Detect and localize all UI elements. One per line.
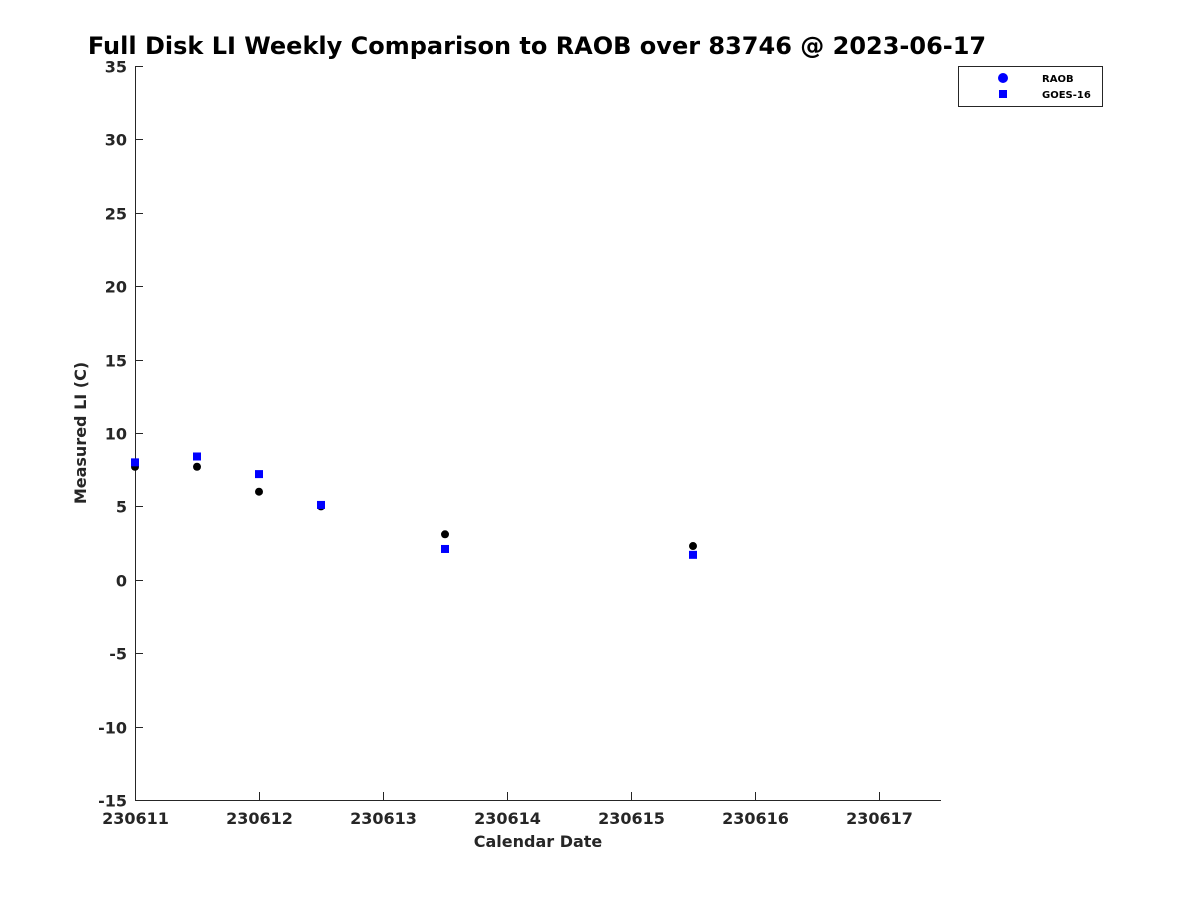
y-tick-label: -5 — [109, 645, 127, 664]
goes-16-point — [131, 458, 139, 467]
x-tick-label: 230611 — [102, 809, 169, 828]
x-tick-label: 230612 — [226, 809, 293, 828]
y-tick-label: 20 — [105, 278, 127, 297]
legend-label-raob: RAOB — [1042, 74, 1074, 85]
y-tick-label: 10 — [105, 425, 127, 444]
y-tick-label: 25 — [105, 205, 127, 224]
raob-point — [689, 542, 697, 551]
goes-16-point — [193, 452, 201, 461]
raob-point — [255, 487, 263, 496]
legend-marker-raob — [998, 73, 1008, 83]
raob-point — [193, 462, 201, 471]
goes-16-point — [441, 544, 449, 553]
x-tick-label: 230617 — [846, 809, 913, 828]
y-tick-label: 5 — [116, 498, 127, 517]
y-tick-label: -15 — [98, 792, 127, 811]
y-axis-label: Measured LI (C) — [71, 362, 90, 504]
y-tick-label: -10 — [98, 719, 127, 738]
axes — [135, 66, 941, 801]
legend: RAOB GOES-16 — [958, 66, 1103, 107]
legend-marker-goes-16 — [999, 90, 1007, 98]
y-tick-label: 15 — [105, 352, 127, 371]
legend-label-goes-16: GOES-16 — [1042, 90, 1091, 101]
goes-16-point — [255, 470, 263, 479]
x-axis-label: Calendar Date — [474, 832, 603, 851]
goes-16-point — [317, 500, 325, 509]
data-points — [131, 452, 697, 559]
goes-16-point — [689, 550, 697, 559]
raob-point — [441, 530, 449, 539]
y-tick-label: 30 — [105, 131, 127, 150]
legend-box — [958, 66, 1103, 107]
y-tick-label: 35 — [105, 58, 127, 77]
x-ticks: 230611 230612 230613 230614 230615 230616 2306… — [102, 792, 913, 828]
y-ticks: 35 30 25 20 15 10 5 0 -5 -10 -15 — [98, 58, 143, 811]
x-tick-label: 230613 — [350, 809, 417, 828]
x-tick-label: 230616 — [722, 809, 789, 828]
chart-title: Full Disk LI Weekly Comparison to RAOB o… — [88, 32, 986, 60]
y-tick-label: 0 — [116, 572, 127, 591]
x-tick-label: 230615 — [598, 809, 665, 828]
x-tick-label: 230614 — [474, 809, 541, 828]
